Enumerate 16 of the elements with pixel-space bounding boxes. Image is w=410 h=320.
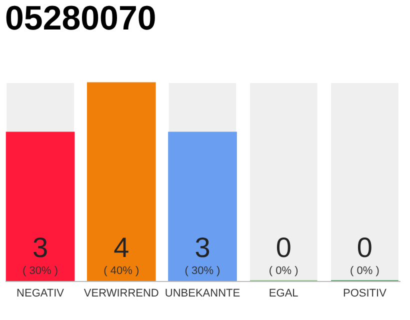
x-tick-label: POSITIV bbox=[343, 288, 388, 300]
annotation: ( 30% ) bbox=[22, 265, 58, 277]
data-label: 0 bbox=[276, 232, 292, 263]
annotation: ( 0% ) bbox=[268, 265, 298, 277]
chart-title: 05280070 bbox=[5, 0, 156, 38]
annotation: ( 0% ) bbox=[350, 265, 380, 277]
x-tick-label: EGAL bbox=[268, 288, 298, 300]
annotation: ( 30% ) bbox=[184, 265, 220, 277]
annotation: ( 40% ) bbox=[104, 265, 140, 277]
data-label: 4 bbox=[114, 232, 130, 263]
data-label: 3 bbox=[32, 232, 48, 263]
x-tick-label: VERWIRREND bbox=[84, 288, 159, 300]
x-tick-label: UNBEKANNTE bbox=[164, 288, 240, 300]
data-label: 3 bbox=[194, 232, 210, 263]
x-tick-label: NEGATIV bbox=[16, 288, 65, 300]
data-label: 0 bbox=[356, 232, 373, 263]
